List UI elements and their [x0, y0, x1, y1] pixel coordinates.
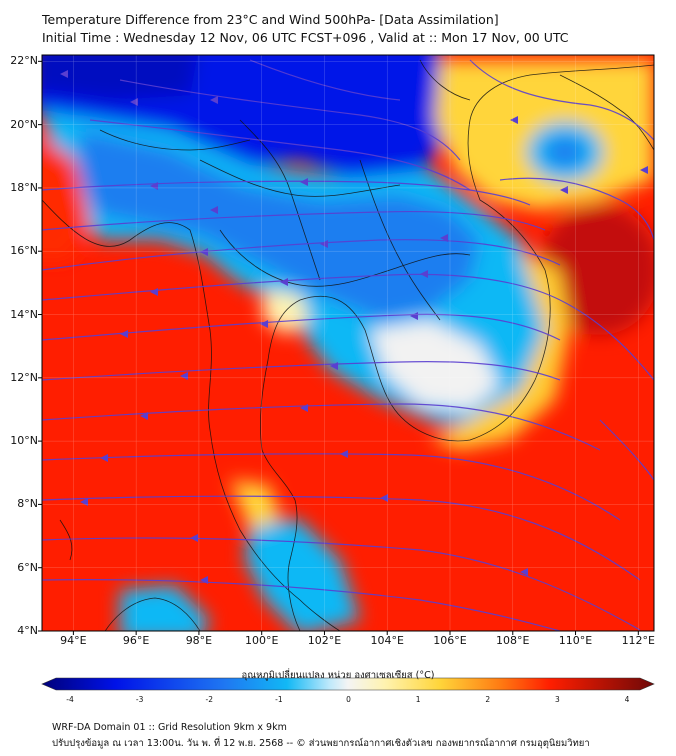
colorbar-tick-label: 3: [554, 695, 560, 704]
colorbar-tick-label: -3: [135, 695, 144, 704]
lat-label: 20°N: [10, 117, 38, 131]
lat-label: 8°N: [17, 497, 38, 511]
colorbar-tick-label: -4: [66, 695, 74, 704]
colorbar: [41, 677, 655, 691]
colorbar-tick-label: -2: [205, 695, 213, 704]
lat-label: 10°N: [10, 434, 38, 448]
colorbar-tick-label: -1: [275, 695, 283, 704]
lon-label: 112°E: [621, 634, 656, 647]
lat-label: 6°N: [17, 560, 38, 574]
chart-title-line2: Initial Time : Wednesday 12 Nov, 06 UTC …: [42, 30, 569, 45]
lon-label: 106°E: [433, 634, 467, 647]
colorbar-title: อุณหภูมิเปลี่ยนแปลง หน่วย องศาเซลเซียส (…: [241, 670, 435, 681]
map-frame: [41, 54, 655, 632]
chart-title-line1: Temperature Difference from 23°C and Win…: [42, 12, 499, 27]
lon-label: 94°E: [60, 634, 87, 647]
coastline: [42, 59, 654, 631]
colorbar-tick-label: 0: [346, 695, 351, 704]
lat-label: 4°N: [17, 624, 38, 637]
lon-label: 104°E: [370, 634, 404, 647]
colorbar-tick-label: 2: [485, 695, 491, 704]
lat-label: 18°N: [10, 180, 38, 194]
wind-streamlines: [42, 59, 654, 631]
lat-label: 12°N: [10, 370, 38, 384]
lon-label: 108°E: [496, 634, 530, 647]
lat-label: 16°N: [10, 244, 38, 258]
lon-label: 96°E: [122, 634, 150, 647]
footer-update-info: ปรับปรุงข้อมูล ณ เวลา 13:00น. วัน พ. ที่…: [52, 738, 590, 749]
colorbar-tick-label: 4: [624, 695, 630, 704]
lon-label: 98°E: [185, 634, 213, 647]
lat-label: 14°N: [10, 307, 38, 321]
lat-label: 22°N: [10, 54, 38, 68]
axis-ticks: [38, 60, 639, 635]
lon-label: 110°E: [558, 634, 593, 647]
lon-label: 100°E: [244, 634, 279, 647]
temperature-field: [42, 55, 654, 631]
wind-arrows: [60, 70, 648, 584]
footer-model-info: WRF-DA Domain 01 :: Grid Resolution 9km …: [52, 722, 287, 733]
lon-label: 102°E: [307, 634, 342, 647]
lat-lon-grid: [42, 55, 654, 631]
colorbar-tick-label: 1: [415, 695, 421, 704]
